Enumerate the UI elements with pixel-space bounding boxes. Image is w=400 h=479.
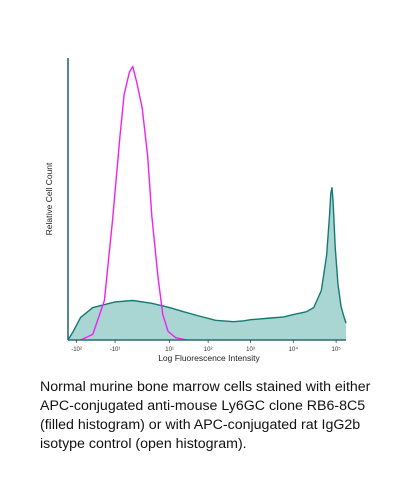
x-tick-label: 10³ <box>246 347 255 353</box>
x-tick-label: -10¹ <box>110 347 121 353</box>
x-axis-ticks: -10² -10¹ 10¹ 10² 10³ 10⁴ 10⁵ <box>71 340 341 353</box>
y-axis-label: Relative Cell Count <box>44 162 54 235</box>
plot-area <box>67 65 347 341</box>
figure-caption: Normal murine bone marrow cells stained … <box>40 379 371 452</box>
filled-histogram-area <box>68 187 346 340</box>
x-axis-label: Log Fluorescence Intensity <box>158 353 260 363</box>
x-tick-label: 10² <box>204 347 213 353</box>
filled-histogram-outline <box>67 187 347 341</box>
open-histogram-outline <box>80 65 188 341</box>
x-tick-label: 10⁴ <box>289 346 299 353</box>
x-tick-label: 10¹ <box>165 347 174 353</box>
x-tick-label: -10² <box>71 347 82 353</box>
x-tick-label: 10⁵ <box>332 346 342 353</box>
